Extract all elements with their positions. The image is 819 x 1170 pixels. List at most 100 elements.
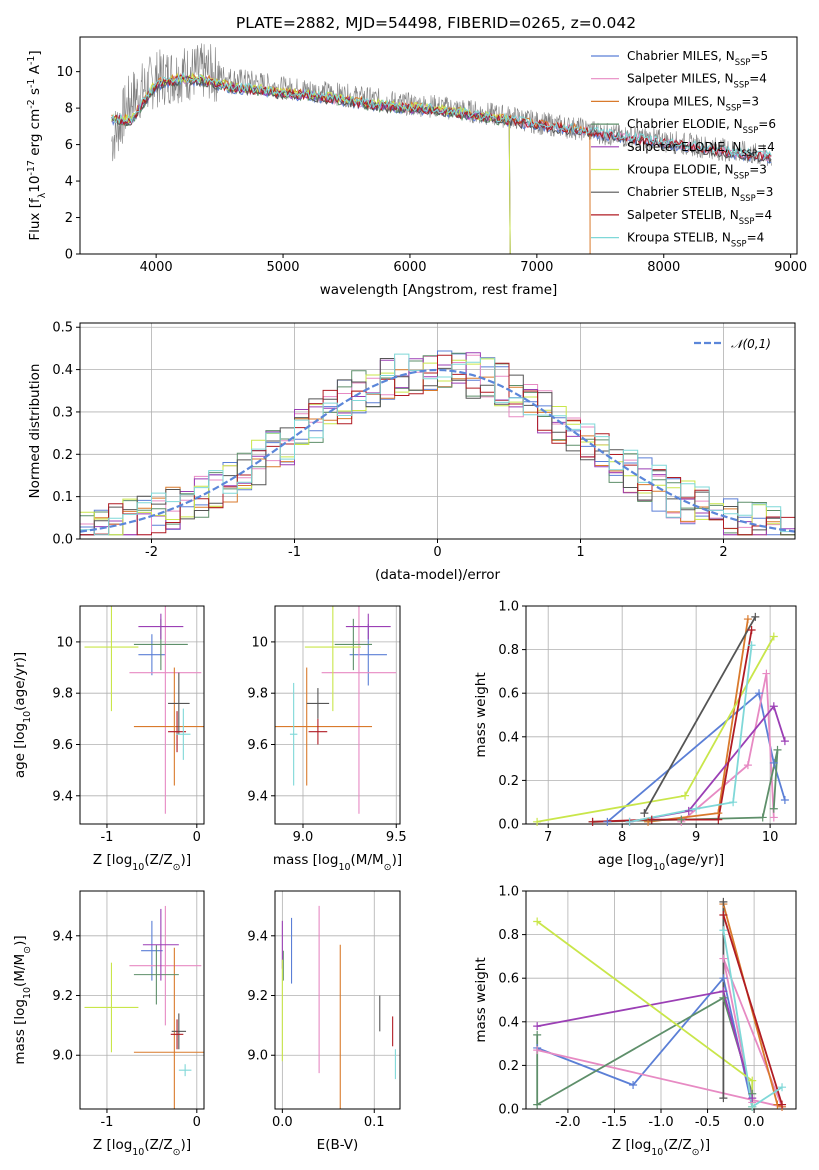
plot-content bbox=[84, 905, 204, 1109]
x-axis-label: Z [log10(Z/Z⊙)] bbox=[612, 1137, 710, 1158]
weight-line-0 bbox=[606, 691, 786, 823]
chart-title: PLATE=2882, MJD=54498, FIBERID=0265, z=0… bbox=[236, 14, 636, 32]
y-tick-label: 10 bbox=[56, 635, 73, 650]
y-tick-label: 0.6 bbox=[498, 687, 519, 702]
y-axis-label: age [log10(age/yr)] bbox=[12, 652, 33, 778]
y-tick-label: 10 bbox=[251, 635, 268, 650]
x-tick-label: 7000 bbox=[520, 260, 553, 275]
point-8 bbox=[176, 708, 191, 760]
y-tick-label: 0.4 bbox=[52, 363, 73, 378]
legend-label-0: Chabrier MILES, NSSP=5 bbox=[627, 49, 768, 67]
plot-area bbox=[526, 606, 796, 824]
point-5 bbox=[84, 962, 139, 1053]
point-3 bbox=[133, 944, 179, 1005]
y-tick-label: 0.2 bbox=[498, 1059, 519, 1074]
weight-marker bbox=[681, 791, 690, 800]
x-tick-label: 9.0 bbox=[293, 830, 314, 845]
y-tick-label: 10 bbox=[56, 65, 73, 80]
panel-mass-EBV: 0.0 0.1 9.0 9.2 9.4 E(B-V) bbox=[247, 890, 401, 1153]
weight-line-8 bbox=[629, 645, 753, 823]
axes-frame bbox=[79, 36, 798, 255]
weight-marker bbox=[748, 1076, 757, 1085]
weight-marker bbox=[533, 917, 542, 926]
y-tick-label: 9.4 bbox=[247, 789, 268, 804]
weight-marker bbox=[714, 815, 723, 824]
legend-label-3: Chabrier ELODIE, NSSP=6 bbox=[627, 117, 776, 135]
x-tick-label: -2.0 bbox=[555, 1115, 580, 1130]
x-tick-label: 9.5 bbox=[386, 830, 407, 845]
x-tick-label: 0 bbox=[193, 830, 201, 845]
x-tick-label: 0 bbox=[193, 1115, 201, 1130]
legend-label-5: Kroupa ELODIE, NSSP=3 bbox=[627, 163, 767, 181]
point-7 bbox=[308, 718, 328, 745]
point-8 bbox=[289, 682, 298, 786]
weight-marker bbox=[719, 926, 728, 935]
x-axis-label: E(B-V) bbox=[317, 1137, 359, 1153]
y-tick-label: 0.0 bbox=[498, 818, 519, 833]
legend-label-7: Salpeter STELIB, NSSP=4 bbox=[627, 208, 772, 226]
weight-marker bbox=[533, 1046, 542, 1055]
x-tick-label: 10 bbox=[762, 830, 779, 845]
weight-marker bbox=[755, 689, 764, 698]
weight-marker bbox=[769, 804, 778, 813]
axes-frame bbox=[79, 890, 205, 1110]
weight-marker bbox=[719, 974, 728, 983]
plot-content bbox=[536, 901, 784, 1109]
point-4 bbox=[142, 908, 179, 981]
y-tick-label: 0 bbox=[65, 248, 73, 263]
legend-label-normal: 𝒩(0,1) bbox=[731, 337, 771, 351]
weight-marker bbox=[758, 813, 767, 822]
x-tick-label: 0 bbox=[433, 545, 441, 560]
x-tick-label: 7 bbox=[544, 830, 552, 845]
y-tick-label: 9.4 bbox=[52, 929, 73, 944]
panel-age-mass: 9.0 9.5 9.4 9.6 9.8 10 mass [log10(M/M⊙)] bbox=[247, 605, 407, 873]
x-tick-label: 0.1 bbox=[364, 1115, 385, 1130]
legend-label-4: Salpeter ELODIE, NSSP=4 bbox=[627, 140, 775, 158]
axes-frame bbox=[79, 605, 205, 825]
x-axis-label: (data-model)/error bbox=[375, 567, 501, 583]
weight-marker bbox=[747, 641, 756, 650]
y-tick-label: 9.2 bbox=[52, 989, 73, 1004]
y-tick-label: 0.0 bbox=[52, 533, 73, 548]
y-tick-label: 9.8 bbox=[52, 687, 73, 702]
y-tick-label: 0.6 bbox=[498, 972, 519, 987]
point-1 bbox=[129, 905, 202, 1026]
x-axis-label: Z [log10(Z/Z⊙)] bbox=[93, 1137, 191, 1158]
panel-age-Z: -1 0 9.4 9.6 9.8 10 Z [log10(Z/Z⊙)] age [log10(… bbox=[12, 605, 205, 873]
plot-area bbox=[275, 606, 400, 824]
weight-marker bbox=[603, 817, 612, 826]
weight-line-7 bbox=[722, 914, 783, 1105]
y-tick-label: 0.0 bbox=[498, 1103, 519, 1118]
y-axis-label: Normed distribution bbox=[27, 364, 43, 499]
y-tick-label: 9.4 bbox=[52, 789, 73, 804]
plot-area bbox=[80, 891, 204, 1109]
legend-label-8: Kroupa STELIB, NSSP=4 bbox=[627, 231, 764, 249]
weight-line-6 bbox=[643, 616, 757, 814]
weight-marker bbox=[719, 910, 728, 919]
x-tick-label: 8 bbox=[618, 830, 626, 845]
y-tick-label: 0.2 bbox=[52, 448, 73, 463]
y-tick-label: 1.0 bbox=[498, 885, 519, 900]
weight-marker bbox=[629, 1081, 638, 1090]
x-axis-label: Z [log10(Z/Z⊙)] bbox=[93, 852, 191, 873]
y-tick-label: 9.0 bbox=[247, 1049, 268, 1064]
y-tick-label: 0.5 bbox=[52, 321, 73, 336]
weight-marker bbox=[743, 761, 752, 770]
weight-marker bbox=[719, 954, 728, 963]
legend-label-6: Chabrier STELIB, NSSP=3 bbox=[627, 185, 773, 203]
y-axis-label: mass weight bbox=[473, 957, 489, 1042]
weight-marker bbox=[719, 1094, 728, 1103]
weight-marker bbox=[719, 987, 728, 996]
weight-marker bbox=[778, 1100, 787, 1109]
weight-marker bbox=[677, 815, 686, 824]
x-tick-label: 5000 bbox=[266, 260, 299, 275]
point-1 bbox=[321, 606, 397, 814]
x-tick-label: -1.0 bbox=[648, 1115, 673, 1130]
x-tick-label: -0.5 bbox=[695, 1115, 720, 1130]
y-tick-label: 9.6 bbox=[52, 738, 73, 753]
weight-marker bbox=[762, 669, 771, 678]
x-tick-label: -1.5 bbox=[602, 1115, 627, 1130]
weight-marker bbox=[533, 817, 542, 826]
x-tick-label: -2 bbox=[145, 545, 158, 560]
weight-marker bbox=[647, 815, 656, 824]
